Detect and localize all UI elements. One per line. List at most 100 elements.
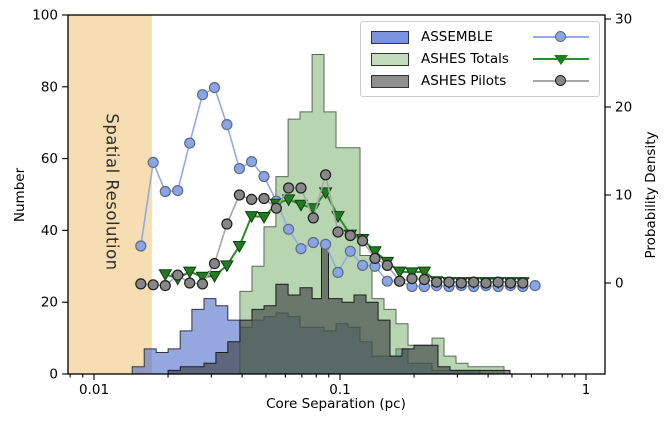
circle-marker-icon [135,240,147,252]
circle-marker-icon [233,189,245,201]
circle-marker-icon [159,185,171,198]
triangle-down-marker-icon [232,241,247,254]
tick-label: 0.1 [329,382,350,398]
circle-marker-icon [332,266,344,278]
circle-marker-icon [307,236,319,249]
x-axis-label: Core Separation (pc) [266,396,406,412]
circle-marker-icon [307,212,319,224]
circle-marker-icon [221,218,233,230]
tick-label: 80 [41,79,58,95]
tick-label: 20 [615,100,632,116]
circle-marker-icon [246,156,258,168]
triangle-down-marker-icon [281,194,296,207]
circle-marker-icon [221,118,233,131]
y-axis-right-label: Probability Density [643,131,659,259]
ashes-totals-swatch [371,52,409,66]
circle-marker-icon [320,238,332,250]
circle-marker-icon [135,278,147,290]
circle-marker-icon [406,273,418,285]
triangle-down-marker-icon [392,266,407,279]
tick-label: 40 [41,223,58,239]
circle-marker-icon [394,275,406,287]
spatial-resolution-label: Spatial Resolution [102,113,122,271]
circle-marker-icon [208,81,221,94]
triangle-down-marker-icon [244,211,259,224]
tick-label: 30 [615,12,632,28]
circle-marker-icon [344,245,356,257]
triangle-down-marker-icon [417,266,432,279]
tick-labels: 0 20 40 60 80 100 0 10 20 30 0.01 0.1 1 [32,8,632,399]
circle-marker-icon [233,163,245,175]
circle-marker-icon [208,258,221,270]
circle-marker-icon [159,280,171,292]
tick-label: 10 [615,188,632,204]
circle-marker-icon [468,276,480,288]
circle-marker-icon [418,273,430,286]
ashes-pilots-markers [135,169,529,292]
circle-marker-icon [529,280,541,292]
circle-marker-icon [320,169,332,181]
ashes-totals-line-sample [533,51,589,67]
triangle-down-marker-icon [182,266,197,279]
circle-marker-icon [147,156,159,168]
circle-marker-icon [480,277,492,289]
triangle-down-marker-icon [294,199,308,212]
circle-marker-icon [369,252,381,264]
circle-marker-icon [381,259,393,271]
circle-marker-icon [270,202,282,214]
tick-label: 1 [582,382,591,398]
legend: ASSEMBLE ASHES Totals ASHES Pilots [360,21,600,97]
circle-marker-icon [381,275,393,287]
triangle-down-marker-icon [158,269,173,282]
circle-marker-icon [344,229,356,242]
legend-label: ASHES Totals [421,51,509,67]
ashes-pilots-line-sample [533,73,589,89]
spatial-resolution-band [68,15,152,374]
circle-marker-icon [455,277,467,289]
circle-marker-icon [196,278,209,290]
circle-marker-icon [172,185,184,197]
tick-label: 0 [615,276,624,292]
circle-marker-icon [196,89,209,101]
tick-label: 60 [41,151,58,167]
circle-marker-icon [555,75,566,86]
triangle-down-marker-icon [207,271,222,284]
legend-item-ashes-pilots: ASHES Pilots [371,73,589,89]
circle-marker-icon [357,259,369,271]
y-axis-left-label: Number [12,167,28,223]
circle-marker-icon [492,276,504,288]
legend-label: ASSEMBLE [421,29,493,45]
triangle-down-marker-icon [554,55,568,65]
legend-item-assemble: ASSEMBLE [371,29,589,45]
circle-marker-icon [332,226,344,238]
axis-ticks [62,14,611,380]
circle-marker-icon [295,182,307,194]
circle-marker-icon [504,277,517,289]
plot-area [68,15,541,374]
circle-marker-icon [258,170,270,183]
circle-marker-icon [184,277,196,289]
circle-marker-icon [184,137,196,149]
circle-marker-icon [517,277,529,289]
tick-label: 100 [32,8,58,24]
triangle-down-marker-icon [368,246,382,259]
ashes-pilots-swatch [371,74,409,88]
triangle-down-marker-icon [220,260,234,273]
circle-marker-icon [443,276,455,288]
tick-label: 0.01 [79,382,109,398]
circle-marker-icon [258,192,270,205]
legend-label: ASHES Pilots [421,73,507,89]
circle-marker-icon [147,279,159,291]
legend-item-ashes-totals: ASHES Totals [371,51,589,67]
circle-marker-icon [246,193,258,205]
circle-marker-icon [283,223,295,235]
circle-marker-icon [295,243,307,255]
tick-label: 0 [49,367,58,383]
tick-label: 20 [41,295,58,311]
assemble-line-sample [533,29,589,45]
circle-marker-icon [431,276,443,288]
assemble-swatch [371,30,409,44]
triangle-down-marker-icon [257,212,271,225]
circle-marker-icon [357,235,369,247]
